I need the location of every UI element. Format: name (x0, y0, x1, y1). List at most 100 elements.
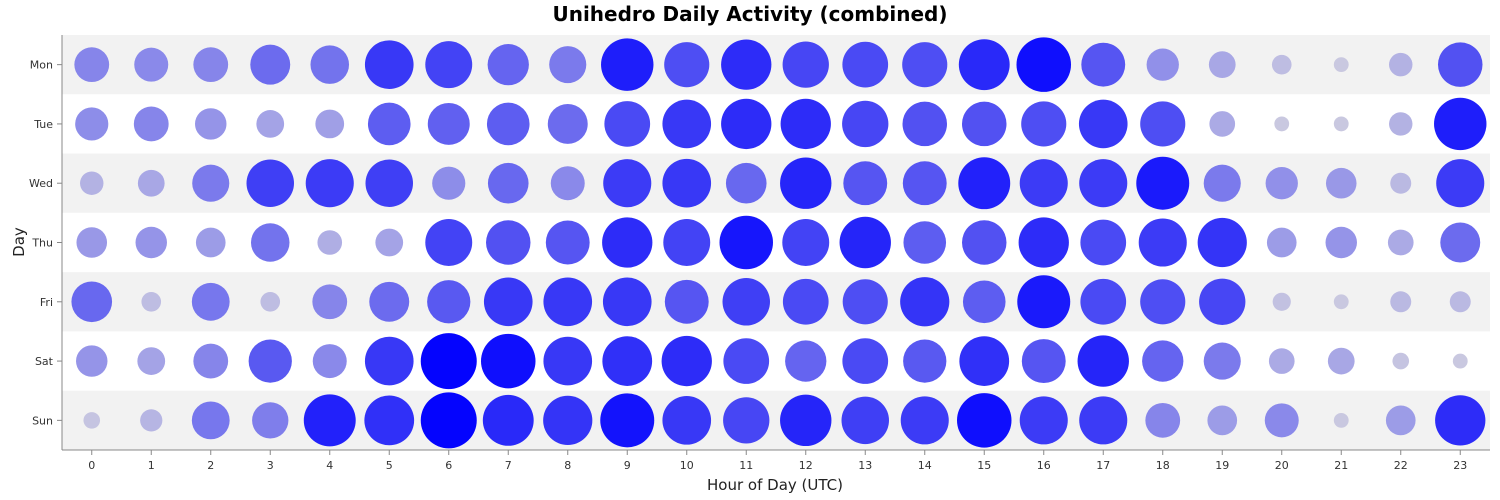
x-tick-label-0: 0 (88, 459, 95, 472)
bubble-sun-h3 (252, 402, 289, 439)
bubble-mon-h2 (193, 47, 229, 83)
bubble-wed-h1 (137, 169, 165, 197)
bubble-sat-h23 (1452, 353, 1468, 369)
bubble-wed-h13 (843, 161, 888, 206)
x-tick-label-6: 6 (445, 459, 452, 472)
bubble-fri-h13 (842, 279, 888, 325)
bubble-thu-h18 (1138, 218, 1187, 267)
bubble-tue-h9 (604, 101, 651, 147)
bubble-thu-h20 (1266, 227, 1297, 258)
y-tick-label-sat: Sat (35, 355, 54, 368)
bubble-wed-h6 (432, 166, 466, 200)
bubble-sat-h16 (1021, 339, 1066, 384)
bubble-mon-h9 (601, 38, 654, 91)
bubble-sat-h11 (723, 338, 770, 384)
x-tick-label-15: 15 (977, 459, 991, 472)
y-tick-label-fri: Fri (40, 296, 53, 309)
bubble-sun-h17 (1079, 396, 1128, 445)
bubble-layer (71, 37, 1487, 449)
bubble-wed-h15 (958, 157, 1011, 210)
bubble-sun-h11 (723, 397, 770, 444)
bubble-fri-h11 (722, 278, 770, 326)
x-tick-label-11: 11 (739, 459, 753, 472)
x-tick-label-13: 13 (858, 459, 872, 472)
bubble-thu-h12 (782, 219, 830, 266)
bubble-mon-h7 (487, 43, 529, 86)
bubble-sun-h13 (841, 396, 889, 445)
x-tick-label-22: 22 (1394, 459, 1408, 472)
bubble-thu-h1 (135, 226, 167, 259)
y-axis-label: Day (10, 227, 28, 257)
bubble-mon-h5 (364, 40, 414, 89)
x-tick-label-5: 5 (386, 459, 393, 472)
x-tick-label-12: 12 (799, 459, 813, 472)
bubble-fri-h15 (962, 280, 1006, 324)
bubble-tue-h1 (133, 106, 169, 142)
bubble-sun-h19 (1207, 405, 1238, 436)
bubble-fri-h6 (427, 280, 471, 324)
bubble-mon-h3 (250, 44, 291, 85)
bubble-mon-h18 (1146, 48, 1179, 81)
bubble-mon-h10 (664, 42, 710, 88)
bubble-sun-h9 (600, 393, 655, 448)
bubble-thu-h10 (663, 219, 711, 266)
bubble-wed-h3 (246, 159, 294, 207)
bubble-mon-h11 (721, 39, 772, 90)
bubble-thu-h4 (317, 230, 343, 255)
bubble-mon-h23 (1437, 42, 1483, 87)
bubble-sat-h5 (364, 336, 414, 386)
bubble-sat-h12 (785, 340, 827, 382)
bubble-fri-h17 (1080, 278, 1127, 325)
bubble-sat-h19 (1203, 342, 1241, 380)
bubble-thu-h9 (602, 217, 653, 268)
bubble-fri-h19 (1199, 278, 1246, 325)
bubble-tue-h18 (1140, 101, 1186, 147)
bubble-mon-h13 (842, 41, 889, 88)
x-tick-label-19: 19 (1215, 459, 1229, 472)
bubble-fri-h14 (900, 277, 950, 327)
bubble-sun-h5 (364, 395, 415, 446)
bubble-fri-h20 (1272, 292, 1291, 311)
bubble-thu-h13 (839, 216, 891, 269)
bubble-sat-h15 (959, 336, 1010, 386)
x-tick-labels: 0 1 2 3 4 5 6 7 8 9 10 11 12 13 14 15 16 17 18 19 20 21 22 23 (88, 459, 1467, 472)
bubble-sat-h7 (480, 333, 536, 389)
row-band-sat (62, 331, 1490, 391)
bubble-fri-h16 (1017, 275, 1071, 329)
x-tick-label-17: 17 (1096, 459, 1110, 472)
x-tick-label-7: 7 (505, 459, 512, 472)
bubble-mon-h17 (1081, 42, 1126, 87)
y-tick-label-wed: Wed (29, 177, 53, 190)
bubble-sat-h17 (1077, 335, 1129, 387)
bubble-mon-h20 (1271, 54, 1292, 75)
bubble-thu-h22 (1387, 229, 1414, 256)
row-band-fri (62, 272, 1490, 332)
bubble-sun-h15 (956, 393, 1012, 448)
bubble-mon-h15 (958, 39, 1010, 91)
x-tick-label-21: 21 (1334, 459, 1348, 472)
bubble-tue-h2 (195, 108, 227, 140)
bubble-sun-h12 (780, 394, 832, 447)
bubble-tue-h17 (1078, 99, 1128, 149)
bubble-fri-h23 (1449, 291, 1471, 313)
bubble-fri-h12 (782, 278, 829, 325)
bubble-tue-h4 (315, 109, 345, 139)
y-tick-label-mon: Mon (30, 59, 53, 72)
x-tick-label-16: 16 (1037, 459, 1051, 472)
bubble-tue-h0 (75, 107, 109, 141)
x-tick-label-3: 3 (267, 459, 274, 472)
bubble-mon-h4 (310, 45, 350, 84)
bubble-thu-h7 (485, 220, 531, 265)
bubble-tue-h22 (1389, 112, 1413, 136)
bubble-sat-h3 (248, 339, 292, 383)
bubble-sun-h2 (191, 401, 230, 440)
bubble-thu-h21 (1325, 226, 1357, 259)
axes (57, 35, 1490, 455)
bubble-mon-h8 (549, 46, 587, 84)
bubble-sun-h20 (1264, 403, 1299, 438)
row-band-thu (62, 212, 1490, 273)
y-tick-label-thu: Thu (31, 237, 53, 250)
bubble-wed-h12 (780, 157, 832, 209)
